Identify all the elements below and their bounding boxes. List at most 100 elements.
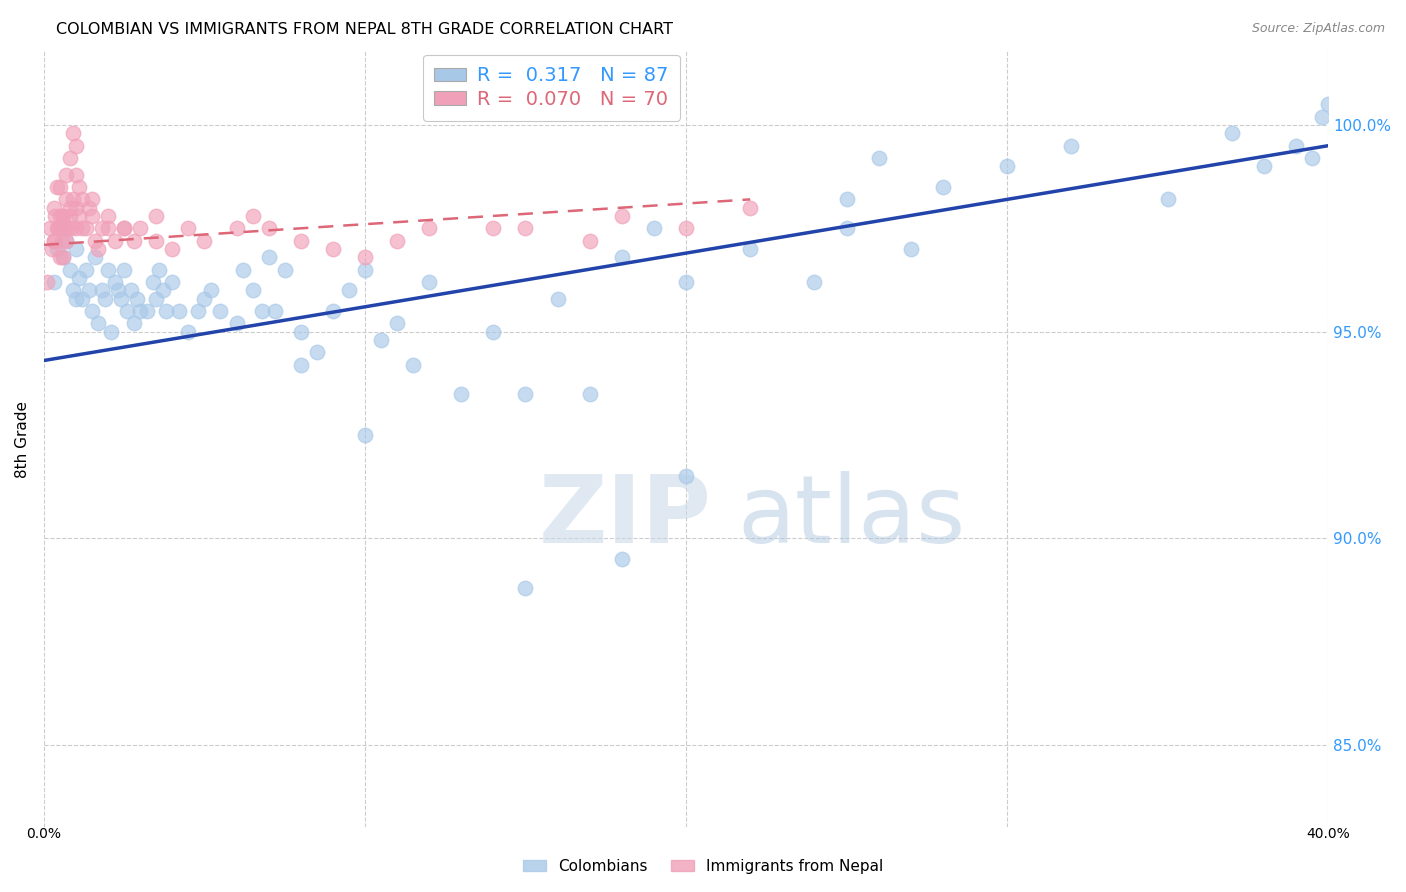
Point	[193, 234, 215, 248]
Point	[51, 234, 73, 248]
Point	[80, 193, 103, 207]
Point	[110, 292, 132, 306]
Point	[87, 316, 110, 330]
Point	[209, 304, 232, 318]
Point	[39, 221, 62, 235]
Point	[87, 242, 110, 256]
Point	[62, 126, 84, 140]
Point	[46, 221, 69, 235]
Point	[35, 275, 58, 289]
Point	[162, 242, 184, 256]
Point	[56, 221, 79, 235]
Point	[117, 304, 139, 318]
Point	[1301, 151, 1323, 165]
Point	[80, 209, 103, 223]
Point	[193, 292, 215, 306]
Point	[42, 201, 65, 215]
Point	[145, 234, 167, 248]
Point	[52, 250, 75, 264]
Point	[1060, 138, 1083, 153]
Point	[53, 221, 76, 235]
Point	[42, 275, 65, 289]
Point	[122, 234, 145, 248]
Point	[385, 234, 408, 248]
Point	[90, 283, 112, 297]
Point	[129, 221, 152, 235]
Point	[547, 292, 569, 306]
Point	[515, 386, 537, 401]
Point	[75, 262, 97, 277]
Point	[55, 234, 77, 248]
Point	[322, 242, 344, 256]
Point	[84, 250, 107, 264]
Point	[49, 221, 72, 235]
Point	[55, 234, 77, 248]
Point	[242, 209, 264, 223]
Point	[80, 304, 103, 318]
Point	[45, 180, 67, 194]
Point	[67, 209, 90, 223]
Point	[385, 316, 408, 330]
Point	[995, 159, 1018, 173]
Point	[1285, 138, 1308, 153]
Point	[67, 180, 90, 194]
Point	[257, 250, 280, 264]
Point	[257, 221, 280, 235]
Point	[62, 283, 84, 297]
Text: COLOMBIAN VS IMMIGRANTS FROM NEPAL 8TH GRADE CORRELATION CHART: COLOMBIAN VS IMMIGRANTS FROM NEPAL 8TH G…	[56, 22, 673, 37]
Point	[418, 275, 440, 289]
Point	[145, 209, 167, 223]
Point	[740, 201, 762, 215]
Point	[450, 386, 472, 401]
Point	[77, 201, 100, 215]
Point	[90, 221, 112, 235]
Point	[107, 283, 129, 297]
Point	[142, 275, 165, 289]
Point	[225, 316, 247, 330]
Point	[1220, 126, 1243, 140]
Point	[515, 221, 537, 235]
Text: 0.0%: 0.0%	[27, 827, 62, 841]
Point	[322, 304, 344, 318]
Point	[72, 292, 94, 306]
Point	[49, 221, 72, 235]
Point	[49, 180, 72, 194]
Point	[242, 283, 264, 297]
Point	[740, 242, 762, 256]
Point	[187, 304, 209, 318]
Point	[177, 221, 200, 235]
Point	[232, 262, 254, 277]
Point	[122, 316, 145, 330]
Legend: R =  0.317   N = 87, R =  0.070   N = 70: R = 0.317 N = 87, R = 0.070 N = 70	[423, 54, 681, 120]
Point	[65, 201, 87, 215]
Point	[675, 275, 697, 289]
Point	[370, 333, 392, 347]
Point	[610, 551, 633, 566]
Point	[112, 221, 135, 235]
Point	[402, 358, 425, 372]
Point	[52, 209, 75, 223]
Point	[49, 250, 72, 264]
Point	[65, 221, 87, 235]
Point	[643, 221, 665, 235]
Point	[354, 428, 377, 442]
Point	[290, 358, 312, 372]
Point	[200, 283, 222, 297]
Point	[145, 292, 167, 306]
Point	[55, 168, 77, 182]
Point	[103, 275, 125, 289]
Point	[60, 221, 83, 235]
Point	[65, 138, 87, 153]
Point	[1156, 193, 1178, 207]
Point	[112, 221, 135, 235]
Point	[52, 250, 75, 264]
Legend: Colombians, Immigrants from Nepal: Colombians, Immigrants from Nepal	[517, 853, 889, 880]
Point	[162, 275, 184, 289]
Point	[337, 283, 360, 297]
Point	[62, 193, 84, 207]
Point	[72, 221, 94, 235]
Point	[52, 209, 75, 223]
Point	[67, 271, 90, 285]
Text: ZIP: ZIP	[538, 471, 711, 563]
Point	[72, 193, 94, 207]
